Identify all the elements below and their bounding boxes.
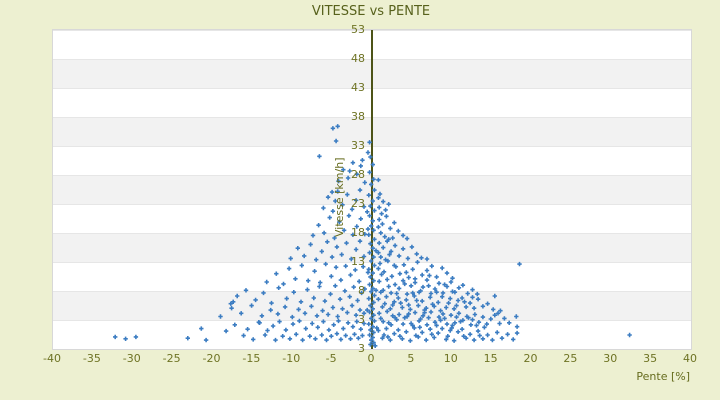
x-tick-label: -35 <box>82 352 101 365</box>
y-tick-label: 28 <box>351 168 365 181</box>
y-axis-title: Vitesse [km/h] <box>333 157 346 238</box>
x-tick-label: -5 <box>325 352 337 365</box>
x-tick-label: 25 <box>563 352 578 365</box>
y-tick-label: 3 <box>358 342 365 355</box>
x-tick-label: -10 <box>282 352 301 365</box>
x-tick-label: -20 <box>202 352 221 365</box>
x-axis-title: Pente [%] <box>636 370 690 383</box>
x-tick-label: 40 <box>683 352 697 365</box>
data-points <box>113 124 632 348</box>
x-tick-label: 15 <box>483 352 498 365</box>
x-tick-label: -30 <box>122 352 141 365</box>
y-tick-label: 48 <box>351 52 365 65</box>
plot-area: 53 48 43 38 33 28 23 18 13 8 3 3 Vitesse [km/h] <box>52 24 692 354</box>
y-tick-label: 53 <box>351 23 365 36</box>
x-tick-label: -25 <box>162 352 181 365</box>
y-tick-label: 18 <box>351 226 365 239</box>
y-tick-label: 38 <box>351 110 365 123</box>
y-axis-line <box>371 30 373 349</box>
y-tick-label: 3 <box>358 313 365 326</box>
y-tick-label: 8 <box>358 284 365 297</box>
x-tick-label: 20 <box>523 352 538 365</box>
x-tick-label: 30 <box>603 352 618 365</box>
y-tick-label: 23 <box>351 197 365 210</box>
x-tick-label: 10 <box>443 352 458 365</box>
scatter-layer <box>113 124 632 348</box>
y-tick-label: 13 <box>351 255 365 268</box>
x-tick-label: 0 <box>367 352 375 365</box>
y-tick-label: 43 <box>351 81 365 94</box>
x-tick-label: -15 <box>242 352 261 365</box>
x-tick-label: -40 <box>43 352 61 365</box>
x-tick-label: 35 <box>643 352 658 365</box>
x-tick-label: 5 <box>407 352 415 365</box>
y-tick-label: 33 <box>351 139 365 152</box>
chart-title: VITESSE vs PENTE <box>311 4 431 19</box>
